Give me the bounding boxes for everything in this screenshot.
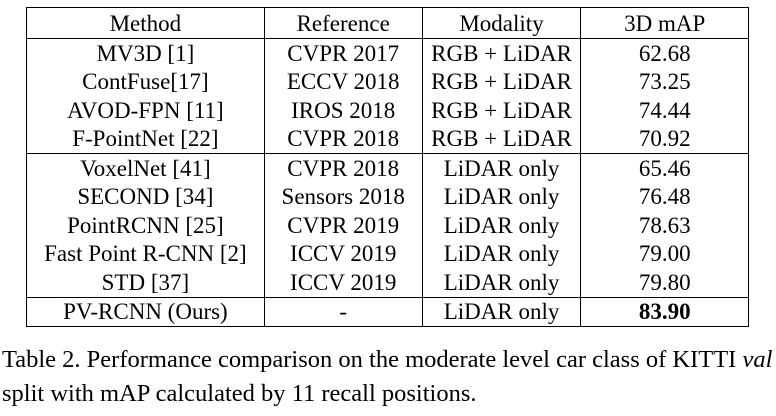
caption-prefix: Table 2. Performance comparison on the m… [2, 346, 743, 373]
cell-method: PointRCNN [25] [26, 211, 265, 240]
cell-map: 74.44 [580, 96, 749, 125]
header-modality: Modality [422, 7, 582, 39]
cell-map: 79.80 [580, 268, 749, 298]
cell-map: 76.48 [580, 182, 749, 211]
cell-map: 78.63 [580, 211, 749, 240]
table-header: Method Reference Modality 3D mAP [26, 7, 749, 39]
fusion-methods-group: MV3D [1] CVPR 2017 RGB + LiDAR 62.68 Con… [26, 38, 749, 154]
cell-reference: CVPR 2018 [264, 124, 423, 154]
results-table: Method Reference Modality 3D mAP MV3D [1… [26, 7, 749, 327]
lidar-methods-group: VoxelNet [41] CVPR 2018 LiDAR only 65.46… [26, 153, 749, 298]
table-row: STD [37] ICCV 2019 LiDAR only 79.80 [26, 268, 749, 298]
cell-modality: LiDAR only [422, 153, 582, 183]
cell-method: VoxelNet [41] [26, 153, 265, 183]
cell-method: STD [37] [26, 268, 265, 298]
cell-method: PV-RCNN (Ours) [26, 297, 265, 327]
table-row: PV-RCNN (Ours) - LiDAR only 83.90 [26, 297, 749, 327]
cell-reference: - [264, 297, 423, 327]
caption-suffix: split with mAP calculated by 11 recall p… [2, 380, 477, 407]
cell-modality: LiDAR only [422, 182, 582, 211]
cell-modality: LiDAR only [422, 268, 582, 298]
cell-modality: RGB + LiDAR [422, 38, 582, 68]
cell-modality: RGB + LiDAR [422, 67, 582, 96]
table-row: ContFuse[17] ECCV 2018 RGB + LiDAR 73.25 [26, 67, 749, 96]
cell-reference: ICCV 2019 [264, 239, 423, 268]
cell-method: ContFuse[17] [26, 67, 265, 96]
cell-map: 73.25 [580, 67, 749, 96]
header-method: Method [26, 7, 265, 39]
cell-reference: CVPR 2018 [264, 153, 423, 183]
cell-method: MV3D [1] [26, 38, 265, 68]
cell-reference: CVPR 2017 [264, 38, 423, 68]
table-row: F-PointNet [22] CVPR 2018 RGB + LiDAR 70… [26, 124, 749, 154]
cell-map: 65.46 [580, 153, 749, 183]
cell-method: F-PointNet [22] [26, 124, 265, 154]
table-row: Fast Point R-CNN [2] ICCV 2019 LiDAR onl… [26, 239, 749, 268]
cell-modality: LiDAR only [422, 211, 582, 240]
cell-modality: RGB + LiDAR [422, 96, 582, 125]
cell-map-best: 83.90 [580, 297, 749, 327]
cell-method: SECOND [34] [26, 182, 265, 211]
proposed-method-group: PV-RCNN (Ours) - LiDAR only 83.90 [26, 297, 749, 327]
table-row: MV3D [1] CVPR 2017 RGB + LiDAR 62.68 [26, 38, 749, 68]
cell-modality: LiDAR only [422, 297, 582, 327]
cell-method: Fast Point R-CNN [2] [26, 239, 265, 268]
cell-modality: LiDAR only [422, 239, 582, 268]
cell-method: AVOD-FPN [11] [26, 96, 265, 125]
table-row: AVOD-FPN [11] IROS 2018 RGB + LiDAR 74.4… [26, 96, 749, 125]
cell-map: 70.92 [580, 124, 749, 154]
cell-reference: ECCV 2018 [264, 67, 423, 96]
cell-modality: RGB + LiDAR [422, 124, 582, 154]
caption-italic: val [742, 346, 773, 373]
table-row: SECOND [34] Sensors 2018 LiDAR only 76.4… [26, 182, 749, 211]
results-table-container: Method Reference Modality 3D mAP MV3D [1… [26, 7, 749, 327]
header-3d-map: 3D mAP [580, 7, 749, 39]
cell-reference: ICCV 2019 [264, 268, 423, 298]
table-row: VoxelNet [41] CVPR 2018 LiDAR only 65.46 [26, 153, 749, 183]
table-caption: Table 2. Performance comparison on the m… [2, 343, 774, 411]
cell-map: 62.68 [580, 38, 749, 68]
cell-reference: Sensors 2018 [264, 182, 423, 211]
cell-map: 79.00 [580, 239, 749, 268]
header-row: Method Reference Modality 3D mAP [26, 7, 749, 39]
cell-reference: CVPR 2019 [264, 211, 423, 240]
table-row: PointRCNN [25] CVPR 2019 LiDAR only 78.6… [26, 211, 749, 240]
header-reference: Reference [264, 7, 423, 39]
cell-reference: IROS 2018 [264, 96, 423, 125]
